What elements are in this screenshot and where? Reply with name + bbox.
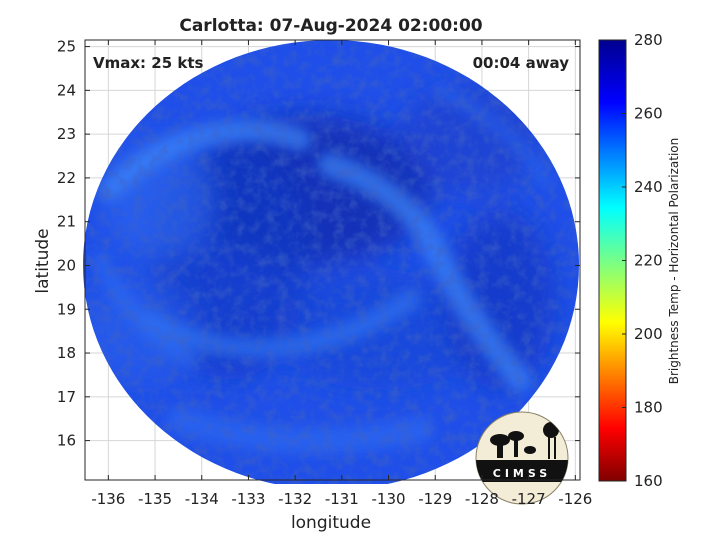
chart-title: Carlotta: 07-Aug-2024 02:00:00	[179, 16, 482, 36]
colorbar-tick-label: 260	[634, 105, 663, 123]
colorbar-ticks: 160 180 200 220 240 260 280	[622, 31, 663, 490]
x-tick-label: -128	[465, 490, 499, 508]
colorbar-tick-label: 280	[634, 31, 663, 49]
x-tick-label: -134	[185, 490, 219, 508]
x-tick-label: -129	[418, 490, 452, 508]
x-tick-label: -133	[231, 490, 265, 508]
plot-frame	[84, 39, 581, 481]
colorbar-tick-label: 160	[634, 472, 663, 490]
colorbar-tick-label: 220	[634, 252, 663, 270]
colorbar-gradient	[598, 39, 627, 482]
x-tick-label: -127	[512, 490, 546, 508]
x-tick-label: -131	[325, 490, 359, 508]
brightness-temperature-field	[83, 40, 579, 484]
x-axis-label: longitude	[291, 513, 371, 533]
time-away-annotation: 00:04 away	[473, 54, 570, 72]
y-tick-label: 19	[57, 300, 76, 318]
y-tick-label: 24	[57, 81, 76, 99]
y-tick-label: 23	[57, 125, 76, 143]
y-tick-label: 25	[57, 38, 76, 56]
vmax-annotation: Vmax: 25 kts	[93, 54, 203, 72]
cimss-logo: CIMSS	[475, 411, 569, 505]
colorbar-tick-label: 180	[634, 399, 663, 417]
y-tick-label: 20	[57, 256, 76, 274]
y-tick-label: 21	[57, 213, 76, 231]
y-tick-label: 18	[57, 344, 76, 362]
x-tick-label: -126	[558, 490, 592, 508]
y-tick-label: 16	[57, 432, 76, 450]
y-axis-label: latitude	[33, 228, 53, 293]
colorbar-tick-label: 200	[634, 325, 663, 343]
x-tick-label: -136	[91, 490, 125, 508]
y-tick-label: 22	[57, 169, 76, 187]
colorbar: 160 180 200 220 240 260 280 Brightness Temp - …	[598, 31, 681, 490]
colorbar-label: Brightness Temp - Horizontal Polarizatio…	[667, 138, 681, 385]
x-tick-label: -130	[372, 490, 406, 508]
x-tick-label: -132	[278, 490, 312, 508]
x-tick-label: -135	[138, 490, 172, 508]
y-tick-label: 17	[57, 388, 76, 406]
colorbar-tick-label: 240	[634, 178, 663, 196]
svg-text:CIMSS: CIMSS	[493, 467, 551, 480]
x-axis: -136 -135 -134 -133 -132 -131 -130 -129 -128 -127…	[91, 40, 592, 508]
y-axis: 16 17 18 19 20 21 22 23 24 25	[57, 38, 580, 450]
